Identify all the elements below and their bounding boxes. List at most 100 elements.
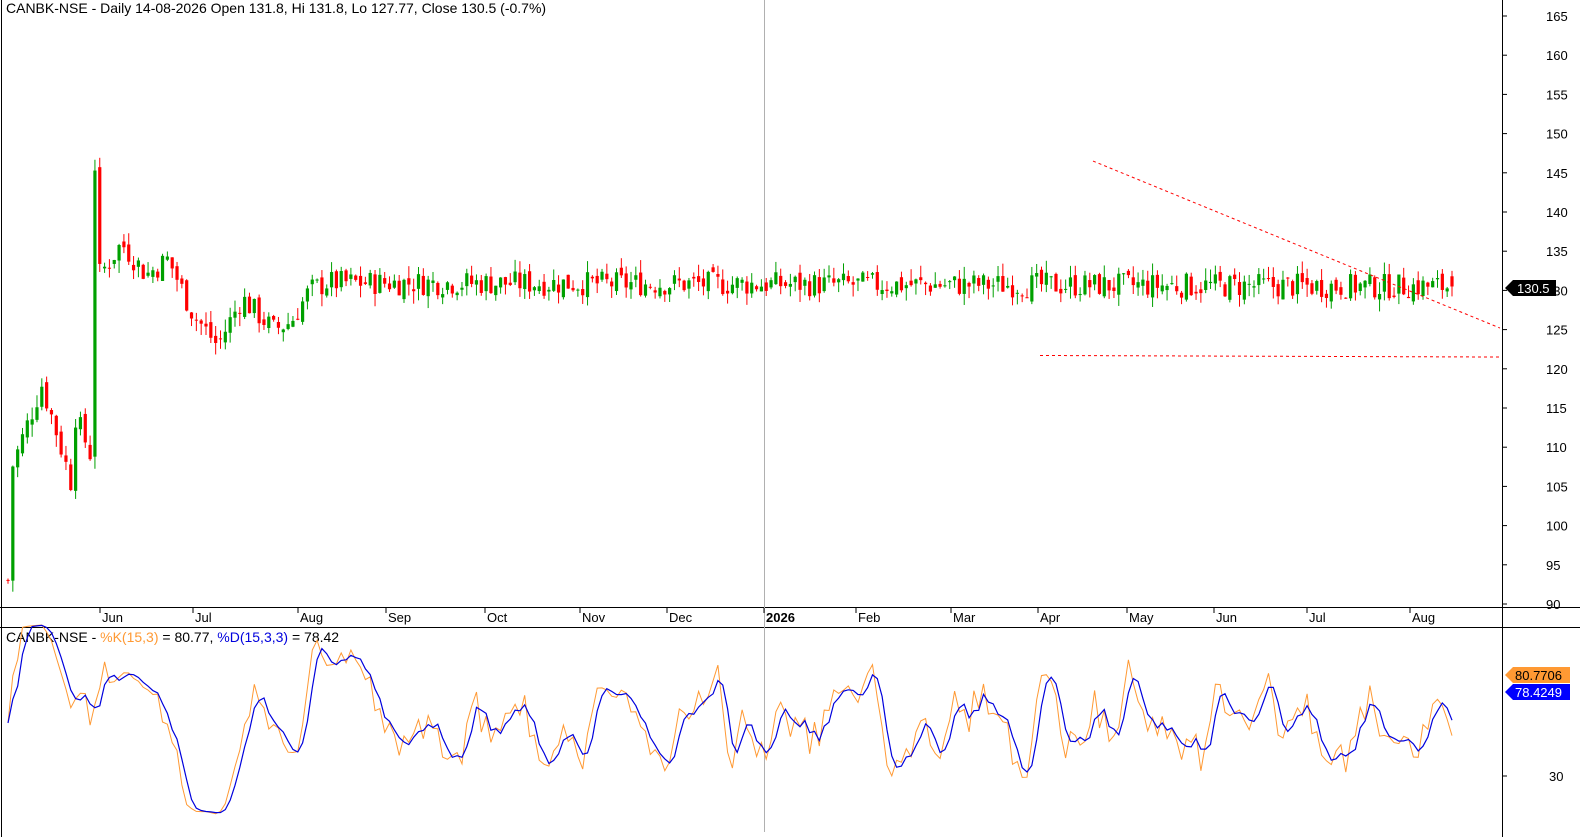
- candle: [93, 159, 97, 469]
- candle-body: [1194, 291, 1198, 294]
- candle-body: [841, 273, 846, 281]
- candle-body: [634, 275, 638, 280]
- candle: [769, 277, 773, 290]
- candle: [904, 281, 908, 301]
- candle: [779, 268, 783, 295]
- candle-body: [354, 275, 358, 280]
- candle-body: [296, 318, 300, 320]
- candle: [890, 286, 894, 297]
- candle-body: [479, 280, 483, 293]
- candle-body: [1208, 281, 1213, 284]
- candle: [30, 407, 34, 437]
- candle-body: [677, 278, 681, 281]
- candle: [1295, 266, 1300, 304]
- candle-body: [730, 284, 735, 294]
- candle-body: [1189, 276, 1193, 296]
- candle-body: [407, 278, 411, 285]
- candle: [127, 233, 131, 265]
- candle: [899, 271, 904, 293]
- candle: [1010, 275, 1015, 306]
- candle: [489, 267, 493, 294]
- candle: [1411, 278, 1415, 305]
- candle: [450, 283, 454, 298]
- candle-body: [204, 323, 208, 327]
- candle-body: [914, 279, 918, 284]
- candle: [812, 271, 817, 298]
- date-tick-label: Aug: [1412, 610, 1435, 625]
- candle: [624, 266, 628, 298]
- candle: [165, 251, 169, 262]
- candle: [527, 264, 532, 299]
- candle: [223, 319, 227, 350]
- candle: [996, 265, 1000, 292]
- candle: [1107, 279, 1111, 299]
- candle: [1059, 279, 1063, 303]
- candle: [639, 260, 643, 297]
- candle-body: [136, 260, 140, 267]
- candle: [460, 281, 464, 297]
- candle-body: [165, 256, 169, 260]
- candle: [1320, 269, 1324, 303]
- candle-body: [131, 264, 136, 271]
- candle-body: [392, 280, 396, 288]
- candle: [156, 268, 160, 282]
- candle: [663, 289, 667, 302]
- price-tick-label: 165: [1546, 9, 1568, 24]
- candle: [605, 263, 609, 284]
- candle-body: [223, 331, 227, 343]
- candle: [1155, 270, 1160, 299]
- candle-body: [6, 579, 10, 581]
- candle: [991, 278, 995, 298]
- candle-body: [238, 312, 242, 314]
- candle-body: [286, 324, 290, 329]
- candle-body: [436, 282, 440, 296]
- candle-body: [1170, 283, 1174, 285]
- candle: [474, 274, 479, 296]
- candle-body: [450, 285, 454, 294]
- date-tick-label: Jun: [102, 610, 123, 625]
- d-badge-label: 78.4249: [1515, 685, 1562, 700]
- candle-body: [243, 296, 247, 317]
- candle: [339, 266, 343, 292]
- candle-body: [682, 280, 686, 291]
- candle-body: [1237, 282, 1242, 295]
- candle: [658, 279, 662, 299]
- candle-body: [571, 287, 575, 291]
- candle-body: [160, 255, 165, 281]
- candle-body: [460, 287, 464, 290]
- candle: [1300, 261, 1304, 289]
- candle-body: [764, 282, 768, 291]
- candle: [257, 294, 261, 333]
- candle-body: [11, 466, 15, 581]
- candle-body: [88, 444, 92, 460]
- candle: [445, 281, 450, 295]
- candle-body: [745, 281, 749, 294]
- candle: [479, 274, 483, 296]
- candle-body: [20, 434, 25, 454]
- candle: [1271, 267, 1275, 299]
- candle-body: [1218, 271, 1222, 281]
- candle: [1392, 287, 1396, 299]
- candle-body: [1440, 273, 1444, 290]
- candle-body: [421, 275, 425, 295]
- date-tick-label: May: [1129, 610, 1154, 625]
- candle: [508, 273, 512, 287]
- candle-body: [547, 289, 551, 292]
- candle-body: [397, 280, 401, 296]
- candle-body: [986, 279, 990, 289]
- date-tick-label: 2026: [766, 610, 795, 625]
- candle: [1286, 277, 1290, 287]
- candle: [986, 276, 990, 300]
- candle: [1416, 271, 1420, 300]
- candle: [610, 277, 614, 298]
- candle: [117, 243, 121, 273]
- candle-body: [83, 413, 87, 443]
- candle-body: [1344, 297, 1348, 299]
- candle-body: [1426, 282, 1430, 287]
- candle: [952, 276, 957, 288]
- candle-body: [1064, 288, 1068, 290]
- candle: [832, 267, 836, 287]
- candle: [923, 281, 928, 296]
- stochastic-y-tick: 30: [1549, 769, 1563, 784]
- candle-body: [904, 285, 908, 289]
